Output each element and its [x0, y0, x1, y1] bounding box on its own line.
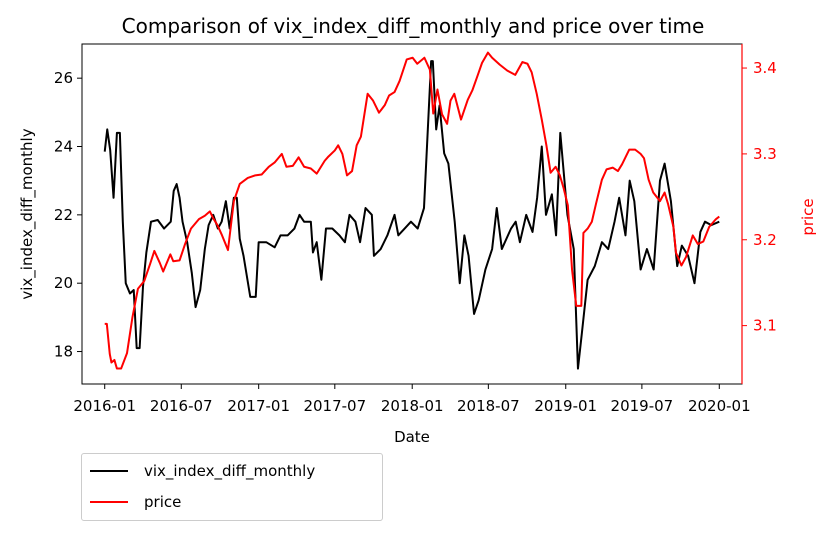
x-tick-label: 2017-07: [303, 397, 366, 415]
x-tick-label: 2016-07: [150, 397, 213, 415]
left-y-tick-label: 24: [54, 138, 73, 156]
x-tick-label: 2019-07: [611, 397, 674, 415]
right-y-tick-label: 3.4: [753, 59, 777, 77]
legend-item-vix: vix_index_diff_monthly: [90, 460, 315, 482]
series-line-vix_index_diff_monthly: [103, 60, 720, 370]
legend-swatch-price: [90, 501, 128, 503]
left-y-axis: 18 20 22 24 26: [54, 69, 82, 361]
x-axis: 2016-01 2016-07 2017-01 2017-07 2018-01 2018-…: [73, 384, 751, 415]
chart-title: Comparison of vix_index_diff_monthly and…: [122, 14, 705, 38]
x-tick-label: 2016-01: [73, 397, 136, 415]
left-y-tick-label: 20: [54, 274, 73, 292]
x-tick-label: 2019-01: [534, 397, 597, 415]
x-axis-label: Date: [394, 428, 430, 446]
legend-label-vix: vix_index_diff_monthly: [144, 462, 316, 480]
left-y-tick-label: 26: [54, 69, 73, 87]
left-y-axis-label: vix_index_diff_monthly: [18, 128, 37, 299]
left-y-tick-label: 18: [54, 343, 73, 361]
legend-item-price: price: [90, 491, 181, 513]
chart-legend: vix_index_diff_monthly price: [81, 453, 383, 521]
right-y-tick-label: 3.1: [753, 317, 777, 335]
left-y-tick-label: 22: [54, 206, 73, 224]
legend-swatch-vix: [90, 470, 128, 472]
x-tick-label: 2017-01: [227, 397, 290, 415]
right-y-axis: 3.1 3.2 3.3 3.4: [741, 44, 777, 384]
x-tick-label: 2020-01: [688, 397, 751, 415]
right-y-tick-label: 3.2: [753, 231, 777, 249]
series-line-price: [104, 51, 720, 370]
plot-area: [103, 51, 720, 370]
right-y-tick-label: 3.3: [753, 145, 777, 163]
x-tick-label: 2018-01: [381, 397, 444, 415]
legend-label-price: price: [144, 493, 182, 511]
x-tick-label: 2018-07: [457, 397, 520, 415]
right-y-axis-label: price: [799, 198, 817, 235]
